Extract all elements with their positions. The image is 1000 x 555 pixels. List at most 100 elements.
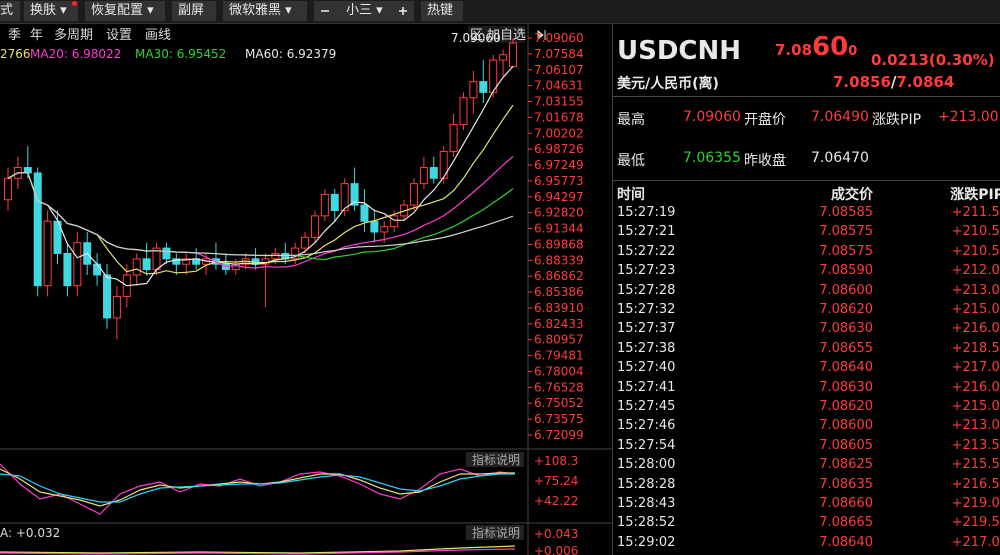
candle-body — [419, 167, 428, 185]
toolbar-button[interactable]: 副屏 — [172, 1, 216, 21]
price-axis-label: 6.78004 — [534, 364, 584, 378]
separator: / — [890, 73, 897, 91]
candle-body — [469, 81, 478, 99]
chart-tab: 画线 — [145, 28, 171, 43]
indicator-axis-label: +0.043 — [534, 527, 578, 541]
stat-label: 开盘价 — [744, 112, 786, 128]
trade-price: 7.08630 — [819, 379, 873, 395]
candle-body — [73, 242, 82, 287]
price-axis-label: 6.95773 — [534, 174, 584, 188]
chart: 区 加自选 指标说明 指标说明 A: +0.032 季年多周期 设置 画线2766 M… — [0, 24, 612, 555]
candle-body — [271, 252, 280, 260]
candle-body — [172, 258, 181, 265]
price-axis-label: 6.86862 — [534, 269, 584, 283]
trade-time: 15:28:52 — [617, 515, 676, 531]
trade-time: 15:28:43 — [617, 496, 676, 511]
stat-value: 7.06490 — [811, 109, 869, 125]
price-axis-label: 7.00202 — [534, 126, 584, 140]
plus-button[interactable] — [398, 6, 408, 16]
stat-value: +213.00 — [938, 109, 999, 125]
trade-time: 15:27:32 — [617, 302, 676, 317]
trade-price: 7.08600 — [819, 282, 873, 298]
trade-time: 15:27:40 — [617, 360, 676, 376]
trade-time: 15:28:00 — [617, 457, 676, 473]
indicator-button-label: 指标说明 — [472, 525, 520, 540]
candle-body — [409, 183, 418, 206]
candle-body — [23, 167, 32, 174]
toolbar-button[interactable]: 热键 — [421, 1, 463, 21]
price-axis-label: 7.06107 — [534, 63, 584, 77]
toolbar-button[interactable]: 换肤 ▾ — [24, 1, 78, 21]
trade-time: 15:27:21 — [617, 224, 676, 240]
chart-tab: 多周期 — [54, 27, 93, 43]
chart-tab: 季 — [8, 28, 21, 43]
toolbar-button[interactable]: 微软雅黑 ▾ — [223, 1, 307, 21]
minus-button[interactable] — [320, 6, 330, 16]
button-label: 换肤 — [30, 3, 57, 18]
candle-body — [509, 42, 517, 68]
toolbar-button[interactable]: 式 — [0, 1, 20, 21]
candle-body — [390, 215, 399, 228]
candle-body — [43, 220, 52, 287]
add-watch-icon: 区 — [470, 28, 483, 43]
candle-body — [449, 124, 458, 152]
stat-value: 7.06355 — [683, 150, 741, 166]
trade-price: 7.08585 — [819, 205, 873, 220]
add-watch-button[interactable] — [468, 26, 525, 43]
symbol: USDCNH — [617, 36, 742, 66]
trade-price: 7.08600 — [819, 418, 873, 434]
ma-legend: MA30: 6.95452 — [135, 47, 226, 61]
candle-body — [370, 220, 379, 233]
price-axis-label: 6.79481 — [534, 349, 584, 363]
trade-price: 7.08640 — [819, 360, 873, 376]
trade-time: 15:27:38 — [617, 340, 676, 356]
trade-price: 7.08575 — [819, 243, 873, 259]
trade-price: 7.08590 — [819, 263, 873, 279]
trade-time: 15:27:54 — [617, 437, 676, 453]
candle-body — [310, 215, 319, 238]
price-axis-label: 6.92820 — [534, 206, 584, 220]
trade-time: 15:27:41 — [617, 379, 676, 395]
price-axis-label: 6.83910 — [534, 301, 584, 315]
candle-body — [479, 81, 488, 93]
trade-change: +218.50 — [951, 340, 1000, 356]
font-size-label[interactable]: 小三 ▾ — [346, 3, 383, 18]
candle-body — [320, 193, 329, 217]
toolbar-button[interactable]: 恢复配置 ▾ — [85, 1, 165, 21]
stat-value: 7.09060 — [683, 109, 741, 125]
candle-body — [380, 226, 389, 233]
price-axis-label: 6.98726 — [534, 142, 584, 156]
price-part: 0 — [848, 44, 858, 59]
indicator-axis-label: +0.006 — [534, 544, 578, 555]
trade-price: 7.08620 — [819, 302, 873, 317]
trade-price: 7.08635 — [819, 476, 873, 492]
candle-body — [162, 247, 171, 260]
indicator-button[interactable] — [466, 525, 524, 540]
bid: 7.0856 — [833, 73, 891, 91]
chart-tab: 年 — [30, 28, 43, 43]
trade-change: +219.50 — [951, 515, 1000, 531]
candle-body — [142, 258, 151, 271]
quote-panel: USDCNH 7.08600 0.0213(0.30%) 美元/人民币(离) 7… — [612, 24, 1000, 555]
font-size-control: 小三 ▾ — [314, 1, 414, 21]
indicator-button[interactable] — [466, 452, 524, 467]
indicator-label: A: +0.032 — [0, 526, 60, 540]
candle-body — [301, 236, 310, 249]
candle-body — [112, 295, 121, 319]
indicator-button-label: 指标说明 — [472, 452, 520, 467]
trade-change: +217.00 — [951, 534, 1000, 550]
ma-legend: MA60: 6.92379 — [245, 47, 336, 61]
price-axis-label: 7.01678 — [534, 110, 584, 124]
table-header: 涨跌PIP — [950, 187, 1000, 203]
price-axis-label: 7.09060 — [534, 31, 584, 45]
candle-body — [103, 274, 112, 319]
high-label: 7.09060 — [451, 31, 501, 45]
candle-body — [360, 204, 369, 222]
toolbar: 式 换肤 ▾ 恢复配置 ▾ 副屏 微软雅黑 ▾ 小三 ▾ 热键 — [0, 0, 1000, 24]
stat-label: 最低 — [617, 153, 645, 169]
chart-tab: 设置 — [106, 28, 132, 43]
price-axis-label: 7.04631 — [534, 79, 584, 93]
trade-change: +215.50 — [951, 457, 1000, 473]
trade-change: +216.00 — [951, 379, 1000, 395]
